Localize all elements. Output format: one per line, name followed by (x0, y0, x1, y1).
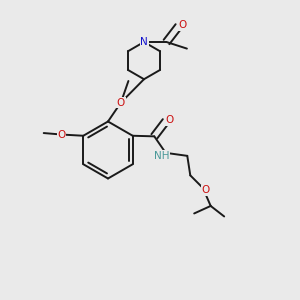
Text: N: N (140, 37, 148, 47)
Text: O: O (178, 20, 186, 30)
Text: O: O (117, 98, 125, 108)
Text: O: O (201, 185, 209, 195)
Text: O: O (165, 115, 173, 125)
Text: O: O (58, 130, 66, 140)
Text: NH: NH (154, 151, 170, 161)
